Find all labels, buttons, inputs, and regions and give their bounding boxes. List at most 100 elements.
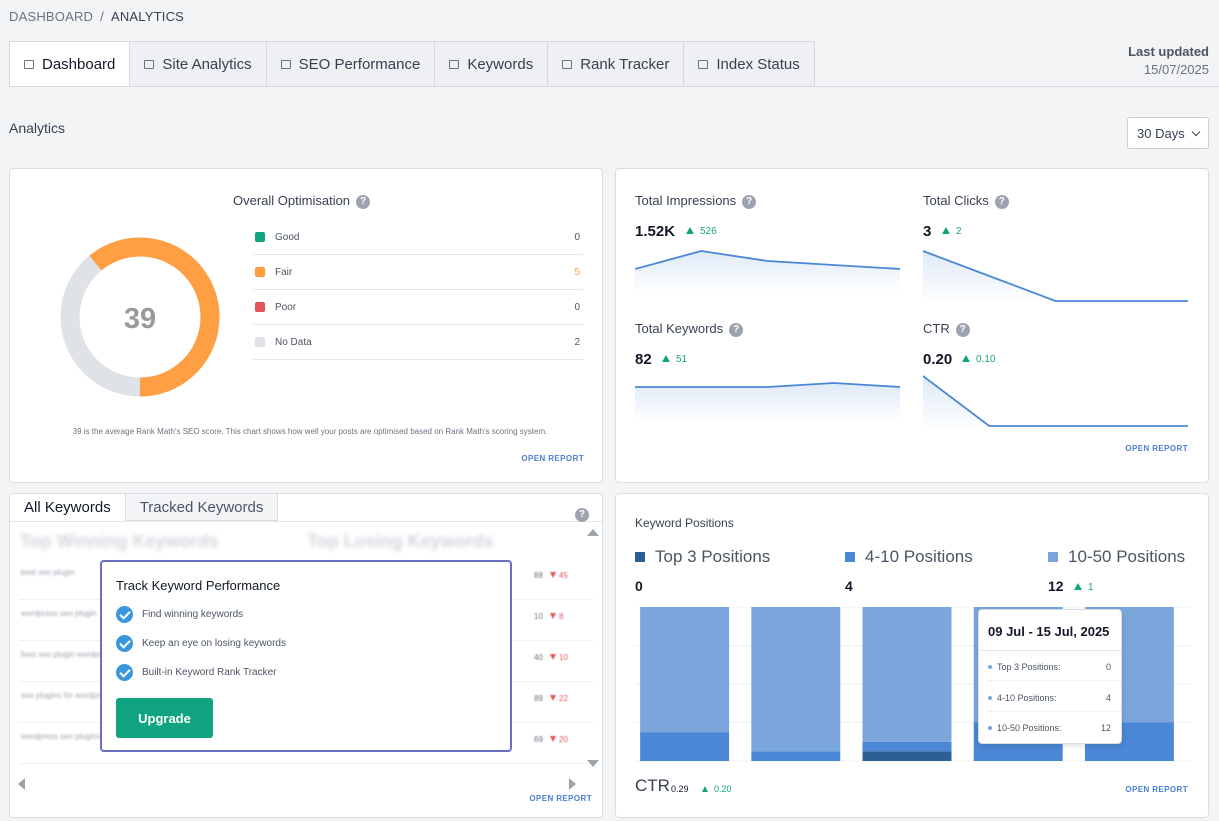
tooltip-row: 10-50 Positions: 12 — [988, 723, 1111, 733]
main-tabs: Dashboard Site Analytics SEO Performance… — [9, 41, 815, 87]
monitor-icon — [562, 59, 573, 69]
row-change: 20 — [550, 735, 568, 744]
down-arrow-icon — [550, 613, 556, 619]
bar-segment — [862, 751, 952, 761]
bullet-icon — [988, 726, 992, 730]
section-title: Analytics — [9, 120, 66, 136]
open-report-link[interactable]: OPEN REPORT — [521, 454, 584, 463]
legend-swatch — [255, 302, 265, 312]
clicks-delta-value: 2 — [956, 226, 962, 237]
10-50-delta-value: 1 — [1088, 582, 1094, 593]
range-select[interactable]: 30 Days — [1127, 117, 1209, 149]
row-change-value: 10 — [559, 653, 568, 662]
upgrade-button[interactable]: Upgrade — [116, 698, 213, 738]
bar-segment — [640, 607, 730, 733]
legend-4-10: 4-10 Positions — [845, 547, 973, 567]
impressions-sparkline — [635, 250, 901, 293]
top-losing-heading: Top Losing Keywords — [307, 531, 494, 551]
ctr-label-text: CTR — [923, 321, 950, 336]
breadcrumb-current: ANALYTICS — [110, 9, 185, 24]
clicks-label-text: Total Clicks — [923, 193, 989, 208]
ctr-sparkline — [923, 375, 1188, 431]
legend-swatch — [255, 337, 265, 347]
clicks-sparkline — [923, 250, 1188, 303]
tab-keywords[interactable]: Keywords — [435, 41, 549, 87]
breadcrumb-root[interactable]: DASHBOARD — [9, 9, 94, 24]
legend-name: Top 3 Positions — [655, 547, 771, 566]
tooltip-row-value: 4 — [1105, 693, 1111, 703]
scroll-up-icon[interactable] — [587, 529, 599, 536]
row-position: 40 — [534, 653, 543, 662]
tab-seo-performance[interactable]: SEO Performance — [266, 41, 436, 87]
help-icon[interactable]: ? — [994, 195, 1009, 209]
row-change-value: 8 — [559, 612, 564, 621]
row-keyword: best seo plugin wordpress — [21, 650, 114, 659]
monitor-icon — [24, 59, 34, 69]
down-arrow-icon — [550, 695, 556, 701]
sparkline-line — [923, 250, 1188, 302]
up-arrow-icon — [686, 227, 694, 234]
legend-fair: Fair 5 — [253, 255, 583, 290]
row-change: 10 — [550, 653, 568, 662]
chevron-down-icon — [1191, 127, 1201, 137]
donut-fair-segment — [60, 237, 220, 397]
sparkline-line — [635, 382, 901, 388]
positions-ctr-label: CTR — [635, 776, 670, 795]
up-arrow-icon — [942, 227, 950, 234]
tab-dashboard[interactable]: Dashboard — [9, 41, 131, 87]
scroll-down-icon[interactable] — [587, 760, 599, 767]
help-icon[interactable]: ? — [742, 195, 757, 209]
bar-segment — [751, 607, 841, 752]
open-report-link[interactable]: OPEN REPORT — [1125, 444, 1188, 453]
legend-name: 4-10 Positions — [865, 547, 973, 566]
legend-swatch — [635, 552, 645, 562]
keywords-label: Total Keywords? — [635, 321, 744, 337]
sparkline-area — [923, 376, 1188, 431]
list-icon — [449, 59, 460, 69]
tab-label: Keywords — [467, 55, 534, 73]
bar-segment — [862, 607, 952, 742]
scroll-right-icon[interactable] — [569, 778, 576, 790]
row-position: 69 — [534, 735, 543, 744]
tab-rank-tracker[interactable]: Rank Tracker — [548, 41, 685, 87]
up-arrow-icon — [962, 355, 970, 362]
tab-site-analytics[interactable]: Site Analytics — [130, 41, 267, 87]
legend-name: 10-50 Positions — [1068, 547, 1186, 566]
positions-title: Keyword Positions — [635, 516, 734, 530]
keyword-tabs: All Keywords Tracked Keywords — [10, 494, 279, 521]
ctr-delta-value: 0.10 — [976, 354, 996, 365]
tooltip-row: 4-10 Positions: 4 — [988, 693, 1121, 712]
impressions-delta: 526 — [686, 226, 717, 237]
legend-10-50: 10-50 Positions — [1048, 547, 1185, 567]
help-icon[interactable]: ? — [955, 323, 970, 337]
breadcrumb: DASHBOARD / ANALYTICS — [9, 9, 184, 24]
legend-count: 0 — [574, 232, 580, 243]
optimisation-title-text: Overall Optimisation — [233, 193, 351, 208]
tab-index-status[interactable]: Index Status — [684, 41, 815, 87]
keywords-delta-value: 51 — [676, 354, 688, 365]
sparkline-area — [635, 251, 900, 293]
tooltip-row-divider — [988, 711, 1121, 712]
last-updated: Last updated 15/07/2025 — [1128, 43, 1209, 79]
tab-all-keywords[interactable]: All Keywords — [10, 494, 126, 521]
legend-top3: Top 3 Positions — [635, 547, 770, 567]
ctr-value: 0.20 — [923, 351, 953, 368]
tab-tracked-keywords[interactable]: Tracked Keywords — [125, 494, 279, 521]
keywords-label-text: Total Keywords — [635, 321, 724, 336]
row-change-value: 45 — [559, 571, 568, 580]
legend-poor: Poor 0 — [253, 290, 583, 325]
feature-item: Keep an eye on losing keywords — [116, 635, 286, 652]
open-report-link[interactable]: OPEN REPORT — [1125, 785, 1188, 794]
bar-segment — [640, 732, 730, 761]
check-icon — [116, 635, 133, 652]
scroll-left-icon[interactable] — [18, 778, 25, 790]
impressions-value: 1.52K — [635, 223, 676, 240]
help-icon[interactable]: ? — [729, 323, 744, 337]
feature-label: Built-in Keyword Rank Tracker — [142, 667, 277, 678]
open-report-link[interactable]: OPEN REPORT — [529, 794, 592, 803]
tooltip-row: Top 3 Positions: 0 — [988, 662, 1121, 681]
sparkline-area — [635, 383, 900, 421]
help-icon[interactable]: ? — [356, 195, 371, 209]
help-icon[interactable]: ? — [575, 508, 589, 522]
popup-title: Track Keyword Performance — [116, 578, 281, 593]
